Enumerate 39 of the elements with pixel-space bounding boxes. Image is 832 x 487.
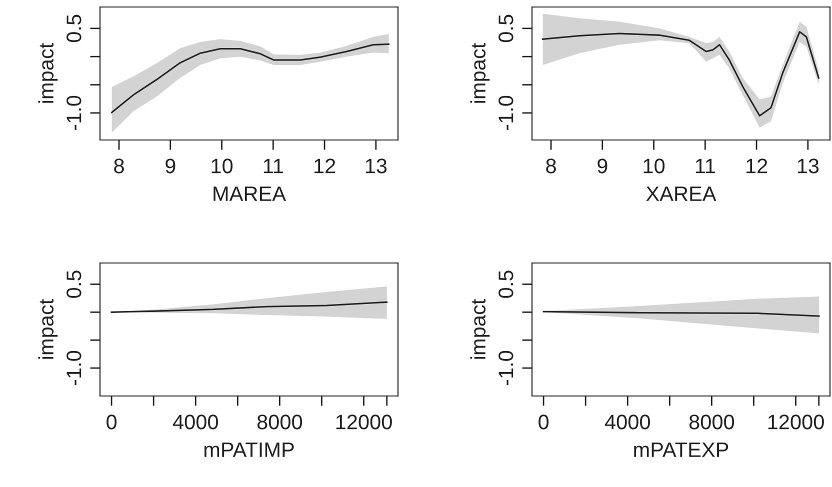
y-tick-label: 0.5 xyxy=(498,270,514,298)
y-tick-label: -1.0 xyxy=(498,96,514,130)
x-tick-label: 8000 xyxy=(257,414,302,430)
y-tick-label: -1.0 xyxy=(66,96,82,130)
line-series xyxy=(111,43,390,114)
y-axis-title: impact xyxy=(470,42,490,103)
y-tick-label: 0.5 xyxy=(66,14,82,42)
y-tick-label: -1.0 xyxy=(498,350,514,386)
x-tick-label: 9 xyxy=(166,158,176,174)
y-axis-title: impact xyxy=(38,42,58,103)
line-series xyxy=(542,31,820,117)
x-tick-label: 8000 xyxy=(689,414,734,430)
x-tick-label: 4000 xyxy=(604,414,650,430)
x-tick-label: 12000 xyxy=(768,414,824,430)
x-axis-title: MAREA xyxy=(214,186,286,201)
x-tick-label: 8 xyxy=(114,158,124,174)
x-axis-title: mPATIMP xyxy=(204,442,294,457)
x-tick-label: 0 xyxy=(106,414,117,430)
x-tick-label: 8 xyxy=(546,158,556,174)
x-tick-label: 13 xyxy=(366,158,387,174)
y-axis-title: impact xyxy=(38,298,58,359)
x-tick-label: 9 xyxy=(598,158,608,174)
y-axis-title: impact xyxy=(470,298,490,359)
y-tick-label: -1.0 xyxy=(66,350,82,386)
x-tick-label: 0 xyxy=(538,414,549,430)
x-tick-label: 11 xyxy=(696,158,715,174)
y-tick-label: 0.5 xyxy=(498,14,514,42)
x-tick-label: 12 xyxy=(314,158,336,174)
x-tick-label: 10 xyxy=(644,158,665,174)
x-tick-label: 10 xyxy=(212,158,233,174)
x-tick-label: 11 xyxy=(264,158,283,174)
x-axis-title: mPATEXP xyxy=(634,442,728,457)
y-tick-label: 0.5 xyxy=(66,270,82,298)
x-tick-label: 12 xyxy=(746,158,768,174)
x-tick-label: 4000 xyxy=(172,414,218,430)
line-series xyxy=(110,301,388,313)
x-tick-label: 13 xyxy=(798,158,819,174)
x-axis-title: XAREA xyxy=(646,186,716,201)
x-tick-label: 12000 xyxy=(336,414,392,430)
